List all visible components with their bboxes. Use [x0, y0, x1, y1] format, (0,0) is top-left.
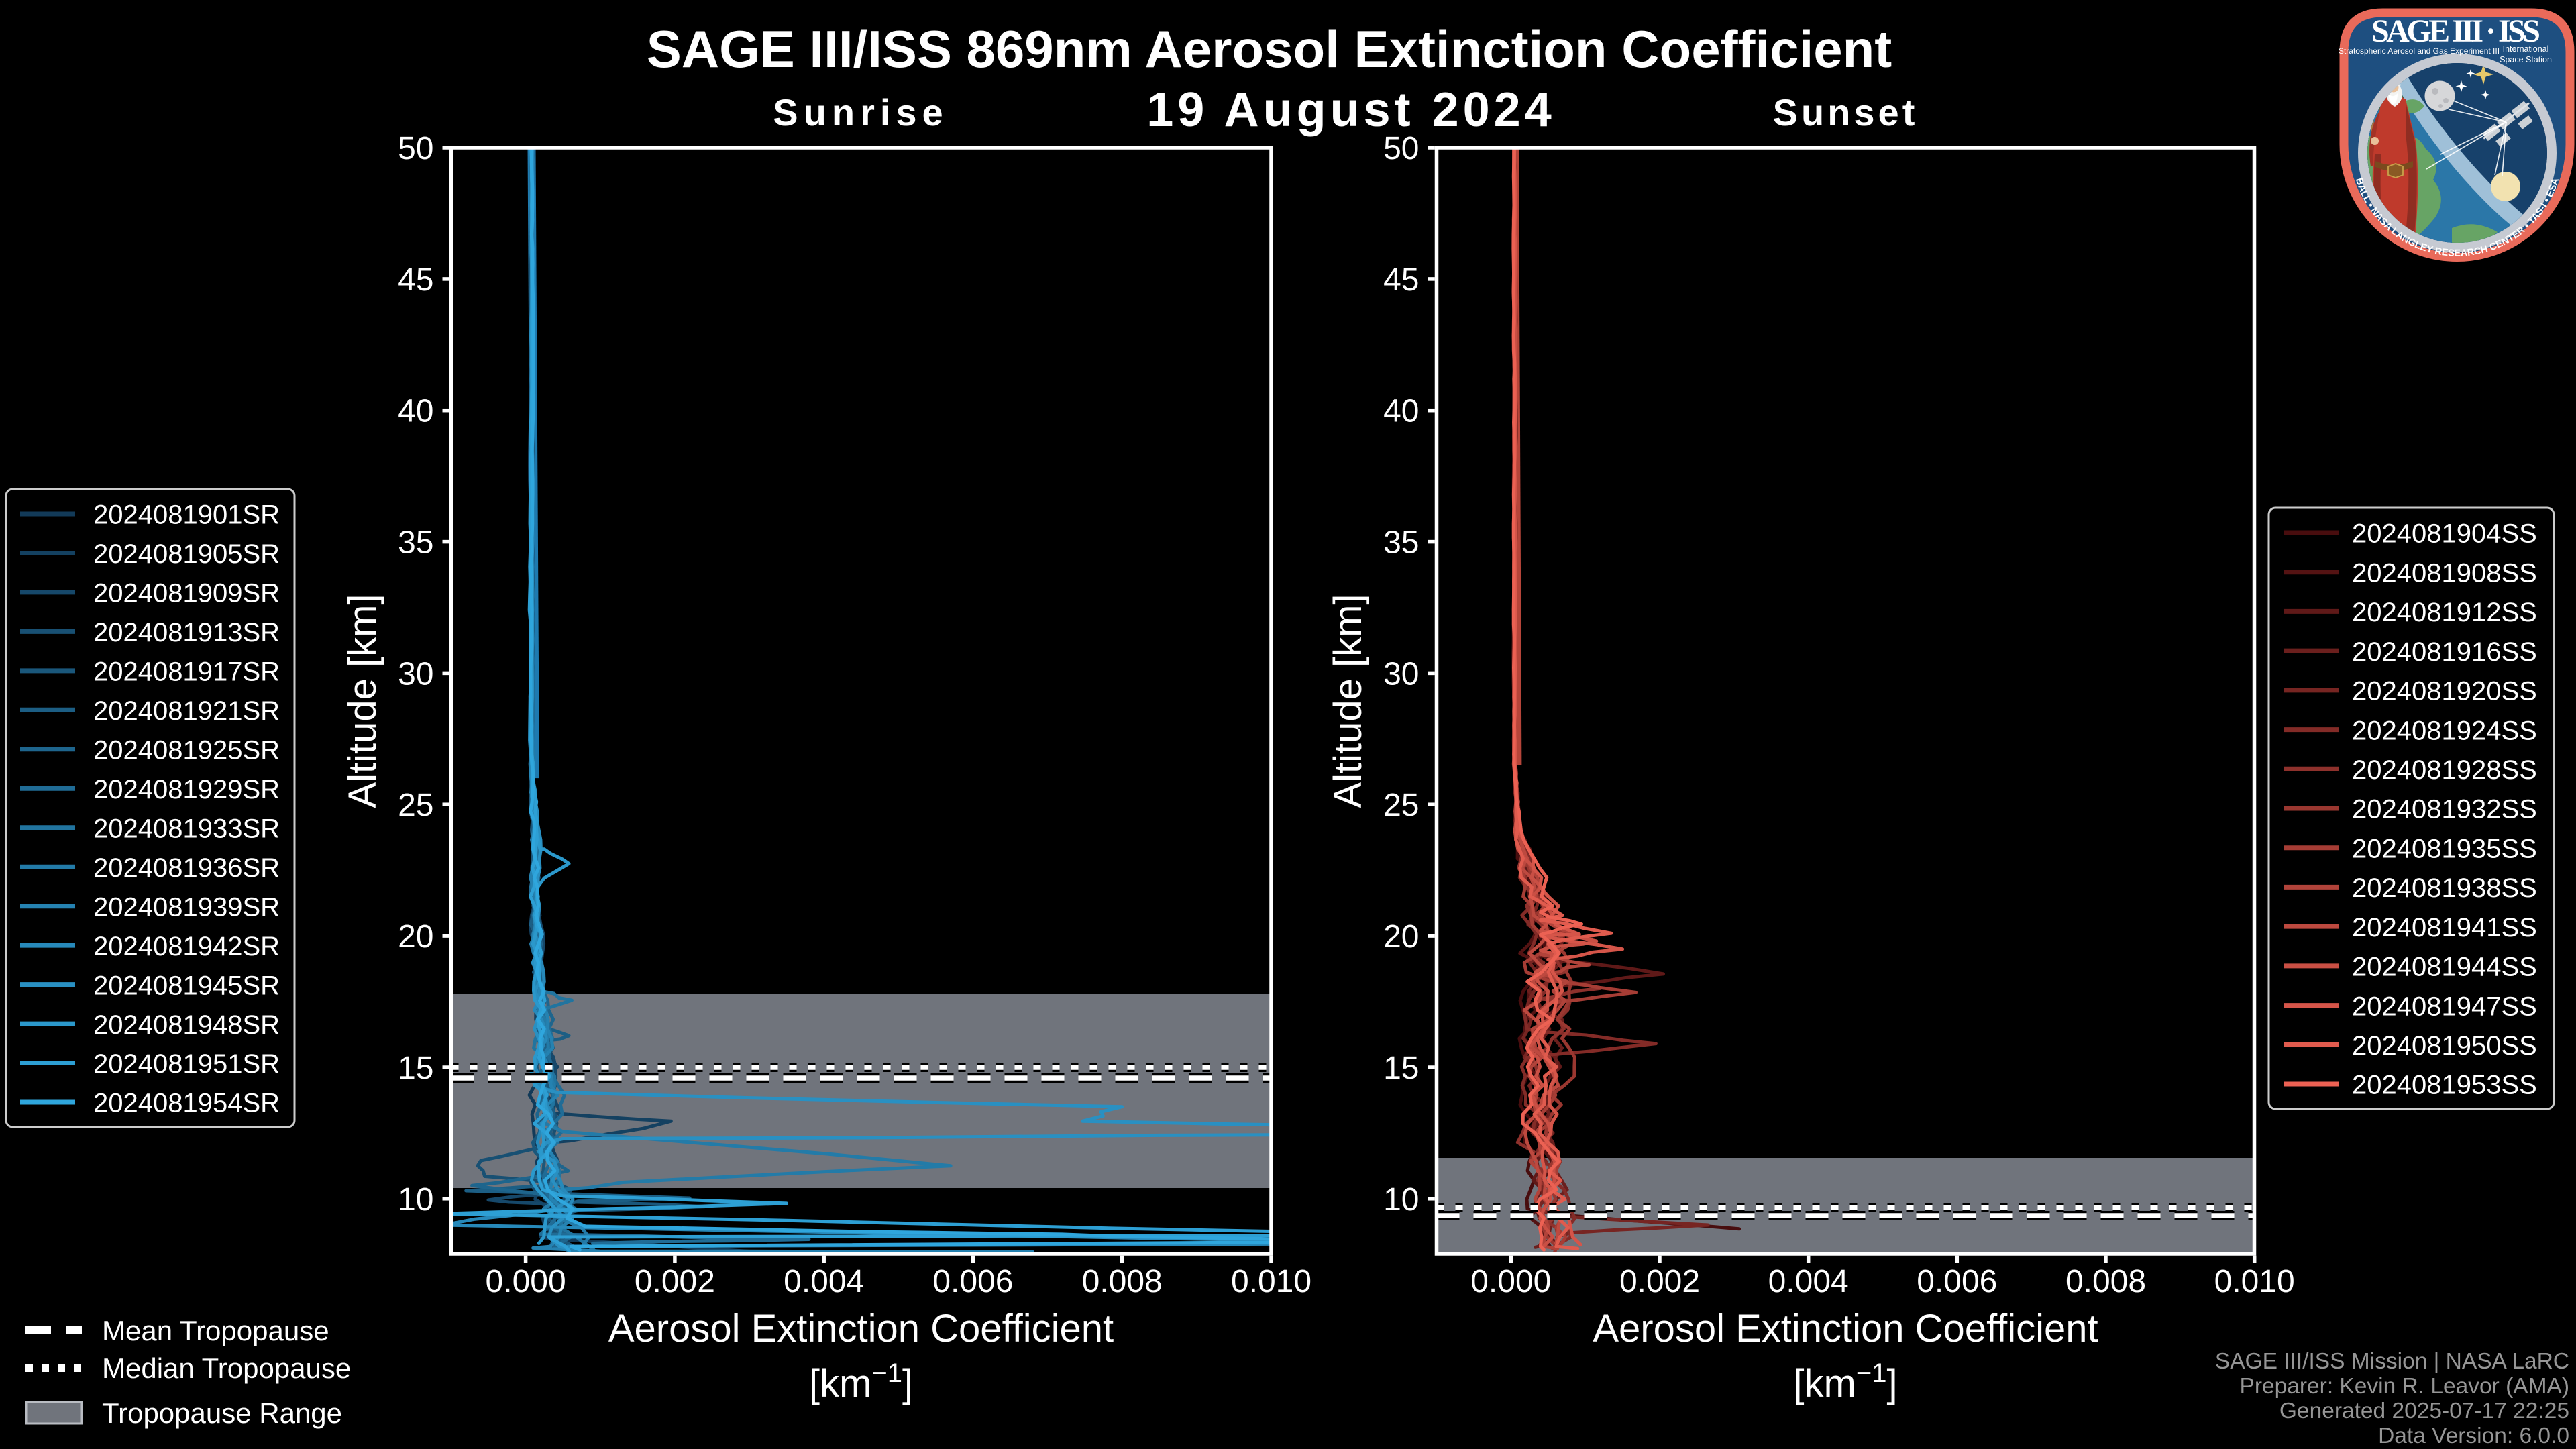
svg-text:2024081905SR: 2024081905SR: [93, 539, 280, 569]
svg-text:0.008: 0.008: [2065, 1264, 2146, 1299]
svg-text:Stratospheric Aerosol and Gas: Stratospheric Aerosol and Gas Experiment…: [2339, 46, 2500, 56]
svg-text:Aerosol Extinction Coefficient: Aerosol Extinction Coefficient: [1593, 1307, 2098, 1350]
svg-text:2024081901SR: 2024081901SR: [93, 500, 280, 530]
svg-text:2024081909SR: 2024081909SR: [93, 579, 280, 608]
svg-text:2024081925SR: 2024081925SR: [93, 736, 280, 765]
svg-text:2024081944SS: 2024081944SS: [2352, 953, 2537, 982]
svg-text:2024081947SS: 2024081947SS: [2352, 991, 2537, 1021]
svg-text:2024081928SS: 2024081928SS: [2352, 755, 2537, 785]
svg-text:15: 15: [1383, 1051, 1419, 1086]
svg-text:0.004: 0.004: [1768, 1264, 1849, 1299]
svg-text:2024081942SR: 2024081942SR: [93, 932, 280, 961]
svg-text:2024081932SS: 2024081932SS: [2352, 795, 2537, 824]
svg-text:0.006: 0.006: [1917, 1264, 1997, 1299]
svg-text:0.000: 0.000: [1470, 1264, 1551, 1299]
svg-text:0.006: 0.006: [932, 1264, 1013, 1299]
svg-text:2024081948SR: 2024081948SR: [93, 1010, 280, 1040]
svg-text:30: 30: [1383, 656, 1419, 692]
svg-text:15: 15: [398, 1051, 433, 1086]
svg-text:2024081912SS: 2024081912SS: [2352, 598, 2537, 627]
svg-text:Data Version: 6.0.0: Data Version: 6.0.0: [2378, 1424, 2569, 1448]
svg-text:SAGE III/ISS 869nm Aerosol Ext: SAGE III/ISS 869nm Aerosol Extinction Co…: [647, 19, 1892, 78]
svg-text:25: 25: [1383, 788, 1419, 823]
svg-text:2024081929SR: 2024081929SR: [93, 775, 280, 804]
svg-text:2024081916SS: 2024081916SS: [2352, 637, 2537, 667]
svg-text:0.010: 0.010: [2214, 1264, 2295, 1299]
svg-text:2024081908SS: 2024081908SS: [2352, 558, 2537, 588]
svg-text:Altitude [km]: Altitude [km]: [341, 594, 384, 808]
svg-text:50: 50: [398, 131, 433, 166]
svg-text:50: 50: [1383, 131, 1419, 166]
svg-text:45: 45: [1383, 262, 1419, 298]
svg-text:Sunrise: Sunrise: [773, 91, 948, 133]
svg-text:[km−1]: [km−1]: [809, 1358, 913, 1405]
svg-text:2024081913SR: 2024081913SR: [93, 618, 280, 647]
svg-text:Space Station: Space Station: [2500, 55, 2552, 64]
svg-text:2024081951SR: 2024081951SR: [93, 1049, 280, 1079]
svg-text:Aerosol Extinction Coefficient: Aerosol Extinction Coefficient: [608, 1307, 1114, 1350]
svg-text:Sunset: Sunset: [1773, 91, 1919, 133]
svg-text:2024081924SS: 2024081924SS: [2352, 716, 2537, 745]
svg-text:35: 35: [1383, 525, 1419, 561]
svg-text:10: 10: [1383, 1182, 1419, 1218]
svg-text:Altitude [km]: Altitude [km]: [1326, 594, 1370, 808]
svg-text:2024081920SS: 2024081920SS: [2352, 677, 2537, 706]
svg-text:30: 30: [398, 656, 433, 692]
svg-text:0.004: 0.004: [784, 1264, 864, 1299]
svg-text:Tropopause Range: Tropopause Range: [102, 1397, 342, 1429]
svg-text:2024081921SR: 2024081921SR: [93, 696, 280, 726]
svg-text:2024081936SR: 2024081936SR: [93, 853, 280, 883]
svg-text:2024081917SR: 2024081917SR: [93, 657, 280, 687]
svg-text:Mean Tropopause: Mean Tropopause: [102, 1315, 329, 1346]
svg-text:40: 40: [1383, 394, 1419, 429]
svg-text:20: 20: [1383, 919, 1419, 955]
svg-text:0.002: 0.002: [1619, 1264, 1700, 1299]
svg-text:2024081953SS: 2024081953SS: [2352, 1071, 2537, 1100]
svg-text:2024081954SR: 2024081954SR: [93, 1089, 280, 1118]
svg-text:2024081935SS: 2024081935SS: [2352, 834, 2537, 863]
svg-text:20: 20: [398, 919, 433, 955]
svg-text:0.000: 0.000: [486, 1264, 566, 1299]
svg-text:Median Tropopause: Median Tropopause: [102, 1352, 351, 1384]
svg-text:40: 40: [398, 394, 433, 429]
svg-text:SAGE III · ISS: SAGE III · ISS: [2371, 13, 2540, 49]
svg-text:0.010: 0.010: [1231, 1264, 1311, 1299]
svg-text:Preparer: Kevin R. Leavor (AMA: Preparer: Kevin R. Leavor (AMA): [2239, 1374, 2569, 1399]
svg-text:2024081950SS: 2024081950SS: [2352, 1031, 2537, 1061]
svg-text:25: 25: [398, 788, 433, 823]
svg-text:2024081941SS: 2024081941SS: [2352, 913, 2537, 943]
svg-text:SAGE III/ISS Mission | NASA La: SAGE III/ISS Mission | NASA LaRC: [2215, 1349, 2569, 1374]
svg-text:2024081939SR: 2024081939SR: [93, 892, 280, 922]
svg-text:19 August 2024: 19 August 2024: [1146, 83, 1556, 137]
svg-text:35: 35: [398, 525, 433, 561]
svg-text:10: 10: [398, 1182, 433, 1218]
svg-text:2024081945SR: 2024081945SR: [93, 971, 280, 1000]
svg-text:International: International: [2503, 44, 2549, 54]
svg-text:0.002: 0.002: [635, 1264, 715, 1299]
svg-text:2024081904SS: 2024081904SS: [2352, 519, 2537, 549]
svg-text:2024081933SR: 2024081933SR: [93, 814, 280, 843]
svg-text:2024081938SS: 2024081938SS: [2352, 873, 2537, 903]
svg-text:45: 45: [398, 262, 433, 298]
svg-text:0.008: 0.008: [1082, 1264, 1163, 1299]
svg-text:Generated 2025-07-17 22:25: Generated 2025-07-17 22:25: [2279, 1399, 2569, 1424]
